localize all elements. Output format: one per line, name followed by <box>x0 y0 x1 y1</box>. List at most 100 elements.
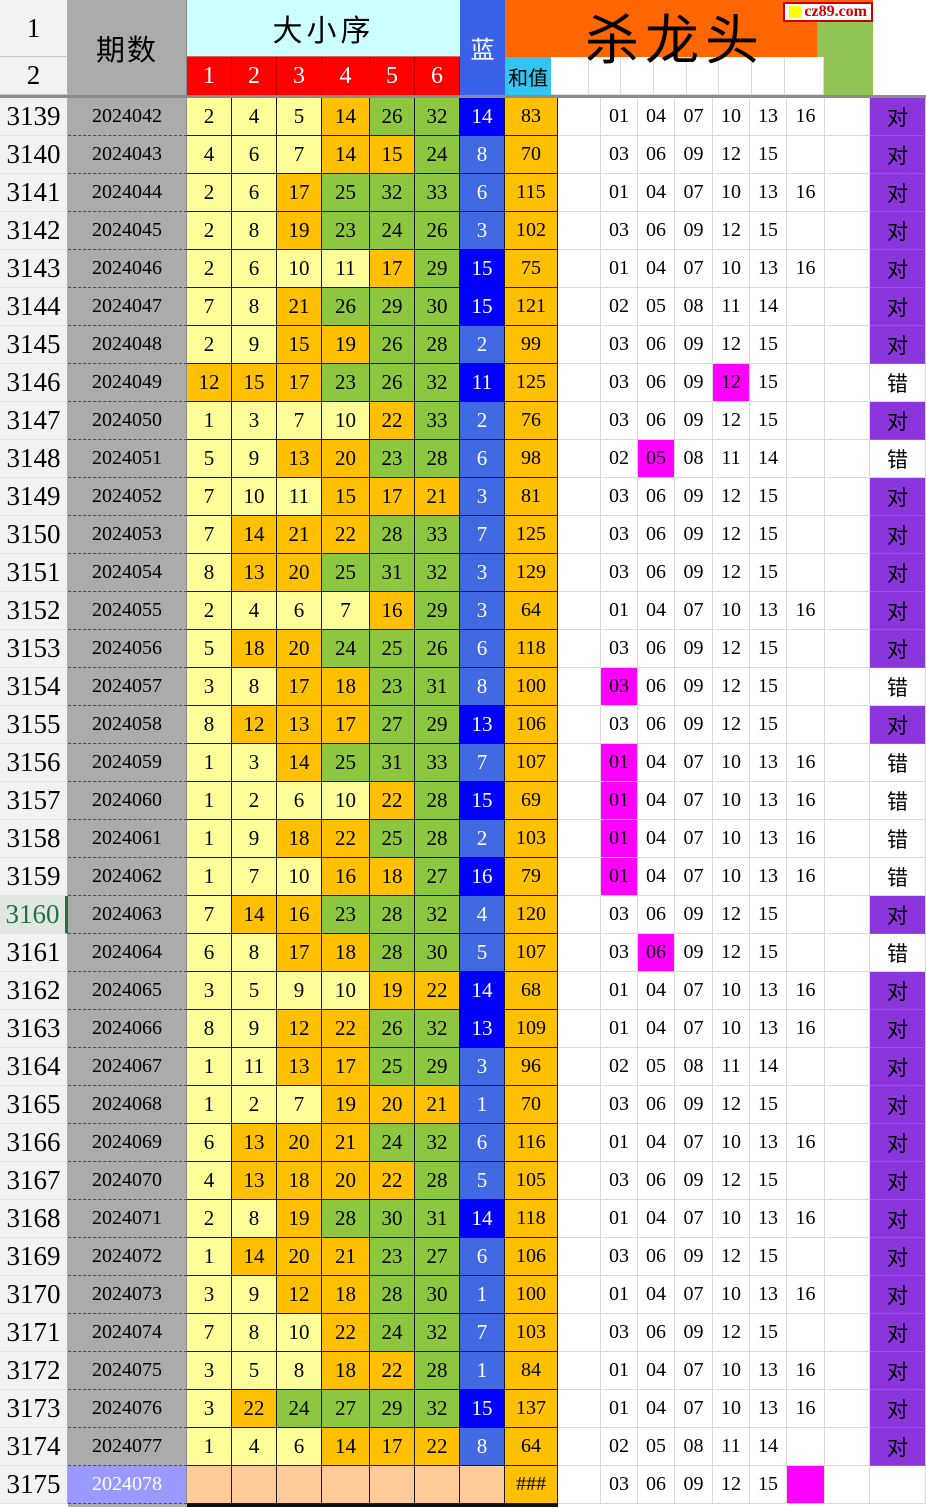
ball-cell[interactable]: 25 <box>322 174 370 212</box>
ball-cell[interactable]: 22 <box>322 820 370 858</box>
sum-cell[interactable]: 96 <box>505 1048 558 1086</box>
spacer-cell[interactable] <box>558 934 601 972</box>
ball-cell[interactable]: 15 <box>232 364 277 402</box>
kill-number-cell[interactable]: 16 <box>787 1200 825 1238</box>
blue-ball-cell[interactable]: 7 <box>460 516 505 554</box>
ball-cell[interactable]: 6 <box>277 782 322 820</box>
ball-cell[interactable]: 6 <box>187 934 232 972</box>
kill-number-cell[interactable]: 16 <box>787 98 825 136</box>
ball-cell[interactable]: 26 <box>370 98 415 136</box>
spacer-cell[interactable] <box>558 440 601 478</box>
kill-number-cell[interactable]: 09 <box>675 1162 713 1200</box>
ball-cell[interactable]: 27 <box>415 858 460 896</box>
result-cell[interactable]: 对 <box>870 592 926 630</box>
sum-cell[interactable]: 137 <box>505 1390 558 1428</box>
period-cell[interactable]: 2024067 <box>68 1048 187 1086</box>
ball-cell[interactable]: 1 <box>187 782 232 820</box>
kill-number-cell[interactable]: 10 <box>713 250 750 288</box>
kill-number-cell[interactable]: 04 <box>638 1276 675 1314</box>
ball-cell[interactable]: 11 <box>322 250 370 288</box>
period-cell[interactable]: 2024065 <box>68 972 187 1010</box>
ball-cell[interactable]: 10 <box>232 478 277 516</box>
result-cell[interactable]: 对 <box>870 288 926 326</box>
spacer-cell[interactable] <box>558 136 601 174</box>
ball-cell[interactable]: 17 <box>277 668 322 706</box>
ball-cell[interactable]: 20 <box>322 440 370 478</box>
kill-number-cell[interactable]: 04 <box>638 858 675 896</box>
period-cell[interactable]: 2024078 <box>68 1466 187 1504</box>
row-number-cell[interactable]: 3140 <box>0 136 68 174</box>
spacer-cell[interactable] <box>825 1428 870 1466</box>
kill-number-cell[interactable]: 09 <box>675 478 713 516</box>
kill-number-cell[interactable] <box>787 1048 825 1086</box>
kill-number-cell[interactable]: 06 <box>638 326 675 364</box>
period-cell[interactable]: 2024059 <box>68 744 187 782</box>
spacer-cell[interactable] <box>558 1390 601 1428</box>
period-cell[interactable]: 2024058 <box>68 706 187 744</box>
result-cell[interactable]: 错 <box>870 782 926 820</box>
ball-cell[interactable]: 5 <box>232 972 277 1010</box>
ball-cell[interactable]: 14 <box>232 516 277 554</box>
kill-number-cell[interactable]: 09 <box>675 934 713 972</box>
kill-number-cell[interactable]: 15 <box>750 478 787 516</box>
ball-cell[interactable]: 8 <box>232 212 277 250</box>
ball-cell[interactable]: 16 <box>370 592 415 630</box>
result-cell[interactable]: 对 <box>870 706 926 744</box>
kill-number-cell[interactable]: 13 <box>750 782 787 820</box>
ball-cell[interactable]: 10 <box>322 782 370 820</box>
kill-number-cell[interactable]: 06 <box>638 136 675 174</box>
kill-number-cell[interactable]: 03 <box>601 516 638 554</box>
kill-number-cell[interactable]: 03 <box>601 402 638 440</box>
ball-cell[interactable]: 24 <box>322 630 370 668</box>
kill-number-cell[interactable]: 15 <box>750 1466 787 1504</box>
kill-number-cell[interactable]: 01 <box>601 1352 638 1390</box>
ball-cell[interactable]: 28 <box>370 516 415 554</box>
ball-cell[interactable]: 23 <box>322 364 370 402</box>
kill-number-cell[interactable]: 06 <box>638 1086 675 1124</box>
spacer-cell[interactable] <box>825 1124 870 1162</box>
ball-cell[interactable]: 7 <box>277 402 322 440</box>
result-cell[interactable]: 对 <box>870 1352 926 1390</box>
ball-cell[interactable]: 13 <box>232 554 277 592</box>
ball-cell[interactable]: 17 <box>277 934 322 972</box>
kill-number-cell[interactable] <box>787 326 825 364</box>
ball-cell[interactable]: 26 <box>415 630 460 668</box>
ball-cell[interactable]: 22 <box>415 1428 460 1466</box>
ball-cell[interactable]: 2 <box>187 98 232 136</box>
spacer-cell[interactable] <box>825 288 870 326</box>
spacer-cell[interactable] <box>558 212 601 250</box>
ball-cell[interactable]: 24 <box>370 1124 415 1162</box>
result-cell[interactable]: 对 <box>870 1390 926 1428</box>
kill-number-cell[interactable]: 04 <box>638 250 675 288</box>
kill-number-cell[interactable] <box>787 288 825 326</box>
result-cell[interactable]: 对 <box>870 478 926 516</box>
spacer-cell[interactable] <box>558 98 601 136</box>
period-cell[interactable]: 2024070 <box>68 1162 187 1200</box>
row-number-cell[interactable]: 3174 <box>0 1428 68 1466</box>
ball-cell[interactable]: 7 <box>187 478 232 516</box>
spacer-cell[interactable] <box>558 820 601 858</box>
row-number-cell[interactable]: 3166 <box>0 1124 68 1162</box>
spacer-cell[interactable] <box>558 516 601 554</box>
ball-cell[interactable]: 14 <box>322 1428 370 1466</box>
kill-number-cell[interactable]: 09 <box>675 1314 713 1352</box>
row-number-cell[interactable]: 3150 <box>0 516 68 554</box>
ball-cell[interactable] <box>232 1466 277 1504</box>
ball-cell[interactable]: 31 <box>415 668 460 706</box>
kill-number-cell[interactable] <box>787 554 825 592</box>
spacer-cell[interactable] <box>825 1162 870 1200</box>
ball-cell[interactable]: 17 <box>370 1428 415 1466</box>
ball-cell[interactable]: 15 <box>370 136 415 174</box>
ball-cell[interactable]: 2 <box>187 326 232 364</box>
kill-number-cell[interactable]: 13 <box>750 1200 787 1238</box>
ball-cell[interactable]: 17 <box>277 364 322 402</box>
kill-number-cell[interactable]: 12 <box>713 212 750 250</box>
kill-number-cell[interactable]: 03 <box>601 934 638 972</box>
kill-number-cell[interactable]: 12 <box>713 478 750 516</box>
ball-cell[interactable]: 10 <box>277 250 322 288</box>
kill-number-cell[interactable]: 12 <box>713 516 750 554</box>
row-number-cell[interactable]: 3142 <box>0 212 68 250</box>
blue-ball-cell[interactable]: 16 <box>460 858 505 896</box>
ball-cell[interactable]: 3 <box>187 668 232 706</box>
kill-number-cell[interactable]: 10 <box>713 1200 750 1238</box>
